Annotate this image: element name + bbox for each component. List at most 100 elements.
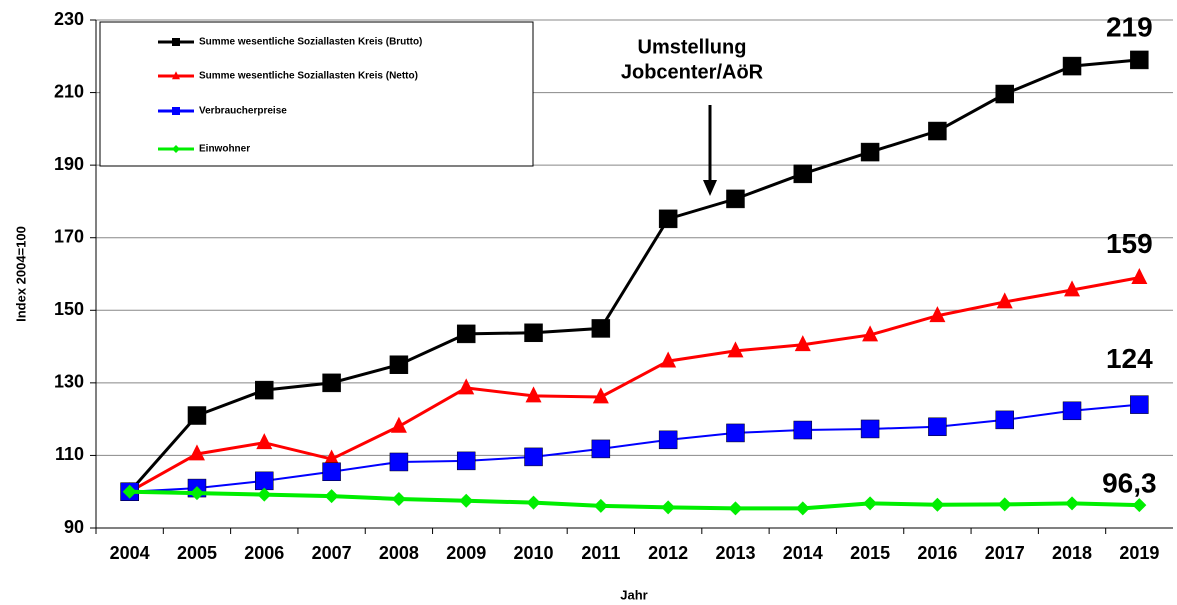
x-tick-label: 2005: [177, 543, 217, 563]
legend-label: Verbraucherpreise: [199, 106, 287, 117]
marker: [391, 491, 406, 506]
marker: [928, 121, 947, 141]
series-line: [128, 276, 1140, 494]
y-axis-label: Index 2004=100: [13, 226, 28, 322]
marker: [324, 489, 339, 504]
x-tick-label: 2014: [783, 543, 823, 563]
marker: [860, 142, 880, 162]
x-tick-label: 2008: [379, 543, 419, 563]
x-tick-label: 2019: [1119, 543, 1159, 563]
marker: [524, 323, 543, 343]
annotation: Umstellung: [638, 36, 747, 58]
marker: [592, 387, 609, 404]
marker: [793, 164, 813, 184]
x-tick-label: 2017: [985, 543, 1025, 563]
x-tick-label: 2006: [244, 543, 284, 563]
y-tick-label: 150: [54, 299, 84, 319]
marker: [928, 417, 947, 437]
marker: [930, 497, 945, 512]
marker: [122, 484, 137, 499]
marker: [863, 496, 878, 511]
marker: [390, 416, 407, 433]
y-tick-label: 110: [55, 444, 84, 464]
marker: [172, 145, 180, 153]
marker: [794, 335, 811, 352]
x-tick-label: 2011: [581, 543, 620, 563]
x-tick-label: 2016: [917, 543, 957, 563]
marker: [726, 189, 745, 209]
y-tick-label: 90: [64, 517, 84, 537]
marker: [172, 71, 180, 80]
marker: [189, 486, 204, 501]
marker: [658, 430, 678, 450]
marker: [996, 292, 1013, 309]
marker: [1065, 496, 1080, 511]
series-line: [128, 58, 1140, 493]
marker: [929, 306, 946, 323]
y-tick-label: 170: [54, 226, 84, 246]
marker: [1062, 401, 1082, 421]
value-label: 96,3: [1102, 468, 1157, 499]
marker: [1130, 395, 1149, 414]
series-line: [129, 489, 1140, 511]
x-tick-label: 2018: [1052, 543, 1092, 563]
marker: [727, 341, 744, 358]
marker: [459, 493, 474, 508]
marker: [256, 433, 273, 450]
x-tick-label: 2007: [312, 543, 352, 563]
marker: [255, 471, 274, 491]
marker: [172, 38, 180, 46]
marker: [658, 209, 678, 229]
marker: [1062, 56, 1082, 76]
marker: [322, 462, 341, 482]
marker: [593, 498, 608, 513]
marker: [323, 449, 340, 466]
marker: [997, 497, 1012, 512]
marker: [456, 451, 476, 471]
y-tick-label: 130: [54, 372, 84, 392]
legend-label: Summe wesentliche Soziallasten Kreis (Ne…: [199, 71, 418, 82]
x-tick-label: 2012: [648, 543, 688, 563]
legend-box: [99, 21, 534, 167]
marker: [862, 325, 879, 342]
marker: [172, 107, 180, 115]
value-label: 124: [1106, 343, 1153, 374]
marker: [661, 500, 676, 515]
marker: [860, 419, 880, 439]
marker: [995, 84, 1014, 104]
value-label: 159: [1106, 228, 1153, 259]
marker: [1064, 280, 1081, 297]
legend-label: Einwohner: [199, 144, 250, 155]
marker: [524, 447, 543, 467]
x-axis-label: Jahr: [620, 587, 647, 602]
marker: [389, 452, 409, 472]
legend-label: Summe wesentliche Soziallasten Kreis (Br…: [199, 37, 422, 48]
marker: [995, 410, 1014, 430]
marker: [1131, 268, 1148, 285]
x-tick-label: 2015: [850, 543, 890, 563]
annotation: Jobcenter/AöR: [621, 61, 764, 83]
marker: [795, 501, 810, 516]
annotation-arrowhead: [703, 180, 717, 196]
value-label: 219: [1106, 11, 1153, 42]
x-tick-label: 2010: [514, 543, 554, 563]
marker: [255, 380, 274, 400]
marker: [389, 355, 409, 374]
marker: [591, 319, 611, 338]
marker: [257, 487, 272, 502]
marker: [1132, 498, 1147, 513]
marker: [793, 420, 813, 440]
x-tick-label: 2004: [110, 543, 150, 563]
marker: [591, 439, 611, 459]
marker: [456, 324, 476, 344]
marker: [525, 386, 542, 403]
marker: [726, 423, 745, 443]
y-tick-label: 210: [54, 81, 84, 101]
marker: [187, 406, 207, 425]
marker: [188, 444, 205, 461]
y-tick-label: 190: [54, 154, 84, 174]
x-tick-label: 2013: [715, 543, 755, 563]
x-tick-label: 2009: [446, 543, 486, 563]
y-tick-label: 230: [54, 9, 84, 29]
